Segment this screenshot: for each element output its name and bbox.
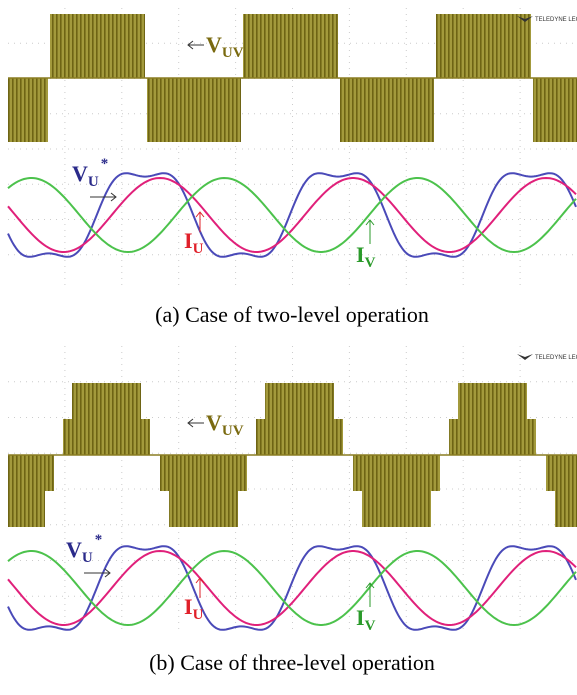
- vuv-label-symbol: V: [206, 32, 222, 57]
- iu-label-subscript: U: [193, 607, 204, 623]
- iv-label-symbol: I: [356, 605, 365, 630]
- pwm-block: [141, 419, 150, 455]
- vref-label-symbol: V: [66, 537, 82, 562]
- pwm-block: [8, 78, 48, 142]
- pwm-block: [362, 455, 431, 527]
- pwm-block: [72, 383, 141, 455]
- pwm-block: [458, 383, 527, 455]
- iv-label-symbol: I: [356, 242, 365, 267]
- vuv-label-symbol: V: [206, 410, 222, 435]
- pwm-block: [353, 455, 362, 491]
- pwm-block: [45, 455, 54, 491]
- pwm-block: [160, 455, 169, 491]
- iu-label-subscript: U: [193, 241, 204, 257]
- pwm-block: [546, 455, 555, 491]
- vref-label-symbol: V: [72, 161, 88, 186]
- scope-logo: TELEDYNE LECROY: [535, 17, 577, 23]
- iv-label-subscript: V: [365, 255, 376, 271]
- pwm-block: [533, 78, 577, 142]
- pwm-block: [147, 78, 241, 142]
- pwm-block: [265, 383, 334, 455]
- pwm-block: [63, 419, 72, 455]
- vref-label-superscript: *: [101, 156, 109, 172]
- pwm-block: [431, 455, 440, 491]
- pwm-block: [169, 455, 238, 527]
- pwm-block: [436, 14, 531, 78]
- vref-label-superscript: *: [95, 532, 103, 548]
- pwm-block: [256, 419, 265, 455]
- vuv-label-subscript: UV: [222, 423, 244, 439]
- scope-logo: TELEDYNE LECROY: [535, 355, 577, 361]
- pwm-block: [238, 455, 247, 491]
- pwm-block: [340, 78, 434, 142]
- pwm-block: [243, 14, 338, 78]
- pwm-block: [555, 455, 577, 527]
- vref-label-subscript: U: [82, 550, 93, 566]
- pwm-block: [527, 419, 536, 455]
- caption: (b) Case of three-level operation: [149, 650, 435, 675]
- pwm-block: [334, 419, 343, 455]
- caption: (a) Case of two-level operation: [155, 302, 429, 327]
- pwm-block: [449, 419, 458, 455]
- figure: TELEDYNE LECROYVUVVU*IUIV(a) Case of two…: [0, 0, 577, 695]
- iv-label-subscript: V: [365, 618, 376, 634]
- vref-label-subscript: U: [88, 174, 99, 190]
- iu-label-symbol: I: [184, 228, 193, 253]
- pwm-block: [50, 14, 145, 78]
- vuv-label-subscript: UV: [222, 45, 244, 61]
- pwm-block: [8, 455, 45, 527]
- iu-label-symbol: I: [184, 594, 193, 619]
